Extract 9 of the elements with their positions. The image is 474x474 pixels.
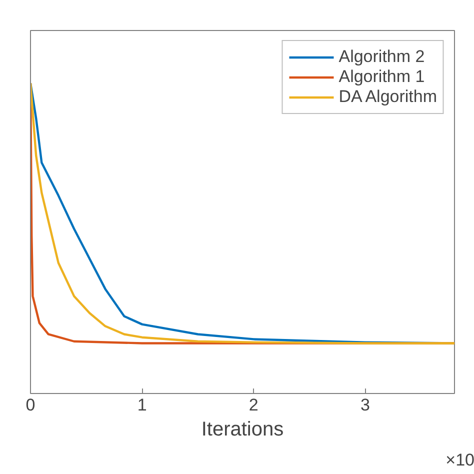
x-tick-label: 0 — [26, 396, 36, 414]
legend-label: DA Algorithm — [338, 87, 437, 107]
legend-label: Algorithm 2 — [338, 47, 425, 67]
x-axis-title: Iterations — [201, 418, 284, 440]
x-tick-label: 1 — [137, 396, 147, 414]
legend-label: Algorithm 1 — [338, 67, 425, 87]
text: ×10 — [446, 450, 474, 470]
x-tick-label: 3 — [360, 396, 370, 414]
x-tick-label: 2 — [248, 396, 258, 414]
